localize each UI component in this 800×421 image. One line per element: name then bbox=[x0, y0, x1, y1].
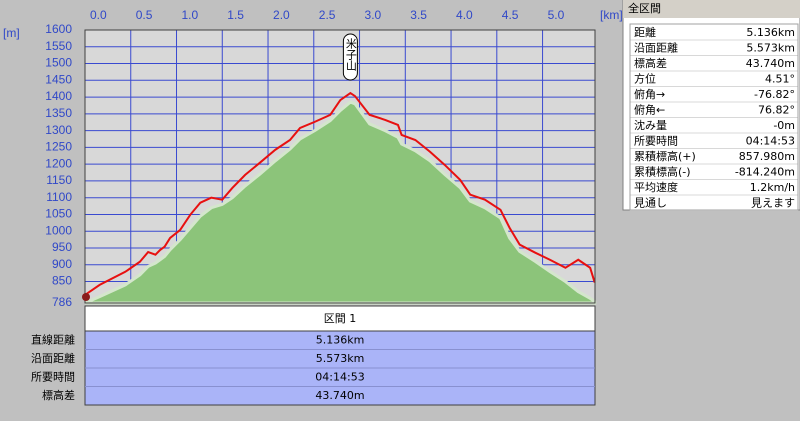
section-label: 直線距離 bbox=[31, 333, 75, 347]
y-tick-label: 1300 bbox=[45, 123, 72, 137]
annotation: 米子山 bbox=[344, 38, 357, 71]
y-tick-label: 786 bbox=[52, 295, 72, 309]
summary-header bbox=[623, 0, 800, 18]
y-tick-label: 1000 bbox=[45, 223, 72, 237]
y-tick-label: 900 bbox=[52, 257, 72, 271]
x-tick-label: 2.5 bbox=[319, 8, 336, 22]
y-tick-label: 1100 bbox=[46, 190, 72, 204]
section-value: 5.136km bbox=[316, 334, 365, 347]
x-tick-label: 1.0 bbox=[182, 8, 199, 22]
summary-value: 4.51° bbox=[765, 73, 795, 86]
summary-label: 累積標高(-) bbox=[634, 165, 691, 179]
y-tick-label: 1400 bbox=[45, 89, 72, 103]
summary-label: 標高差 bbox=[634, 56, 667, 70]
section-title: 区間 1 bbox=[324, 312, 357, 325]
x-tick-label: 0.0 bbox=[90, 8, 107, 22]
summary-value: 76.82° bbox=[758, 104, 795, 117]
y-tick-label: 1600 bbox=[45, 22, 72, 36]
summary-value: 1.2km/h bbox=[750, 181, 795, 194]
annotation-box bbox=[342, 33, 358, 81]
summary-label: 平均速度 bbox=[634, 180, 678, 194]
x-tick-label: 3.0 bbox=[365, 8, 382, 22]
summary-label: 距離 bbox=[634, 25, 656, 39]
section-label: 所要時間 bbox=[31, 371, 75, 384]
summary-label: 俯角← bbox=[634, 103, 665, 117]
y-tick-label: 1350 bbox=[45, 106, 72, 120]
summary-value: -76.82° bbox=[754, 88, 795, 101]
summary-value: 5.136km bbox=[746, 26, 795, 39]
summary-label: 沈み量 bbox=[634, 118, 667, 132]
summary-label: 見通し bbox=[634, 197, 667, 210]
section-table: 直線距離 5.136km 沿面距離 5.573km 所要時間 04:14:53 標高差 43.… bbox=[31, 333, 595, 402]
summary-label: 沿面距離 bbox=[634, 41, 678, 55]
section-header bbox=[84, 305, 596, 332]
y-tick-label: 1150 bbox=[46, 173, 72, 187]
plot-frame bbox=[84, 29, 596, 304]
summary-label: 累積標高(+) bbox=[634, 149, 696, 163]
summary-label: 俯角→ bbox=[634, 87, 665, 101]
summary-panel bbox=[622, 0, 800, 211]
summary-value: 5.573km bbox=[746, 42, 795, 55]
x-tick-label: 3.5 bbox=[410, 8, 427, 22]
section-label: 標高差 bbox=[42, 388, 75, 402]
y-unit: [m] bbox=[3, 26, 20, 40]
section-value: 04:14:53 bbox=[315, 371, 364, 384]
y-tick-label: 850 bbox=[52, 274, 72, 288]
y-tick-label: 950 bbox=[52, 240, 72, 254]
track-line bbox=[84, 91, 596, 296]
x-tick-label: 4.5 bbox=[502, 8, 519, 22]
y-tick-label: 1050 bbox=[45, 207, 72, 221]
x-tick-label: 5.0 bbox=[548, 8, 565, 22]
x-tick-label: 2.0 bbox=[273, 8, 290, 22]
y-tick-label: 1200 bbox=[45, 156, 72, 170]
summary-grid bbox=[629, 23, 799, 211]
summary-label: 方位 bbox=[634, 72, 656, 86]
y-tick-label: 1550 bbox=[45, 39, 72, 53]
summary-value: -0m bbox=[773, 119, 795, 132]
y-tick-label: 1250 bbox=[45, 140, 72, 154]
y-tick-label: 1500 bbox=[45, 56, 72, 70]
summary-label: 所要時間 bbox=[634, 135, 678, 148]
summary-value: 見えます bbox=[751, 197, 795, 210]
section-value: 43.740m bbox=[315, 389, 364, 402]
x-tick-label: 1.5 bbox=[227, 8, 244, 22]
x-unit: [km] bbox=[600, 8, 623, 22]
summary-table: 距離 5.136km 沿面距離 5.573km 標高差 43.740m 方位 4.51° 俯角→… bbox=[629, 23, 799, 211]
section-label: 沿面距離 bbox=[31, 351, 75, 365]
summary-title: 全区間 bbox=[628, 1, 661, 15]
x-tick-label: 0.5 bbox=[136, 8, 153, 22]
summary-value: 04:14:53 bbox=[746, 135, 795, 148]
terrain-area bbox=[84, 100, 597, 305]
summary-value: 43.740m bbox=[746, 57, 795, 70]
summary-value: 857.980m bbox=[739, 150, 795, 163]
x-tick-label: 4.0 bbox=[456, 8, 473, 22]
section-value: 5.573km bbox=[316, 352, 365, 365]
start-marker bbox=[82, 293, 90, 301]
y-tick-label: 1450 bbox=[45, 72, 72, 86]
summary-value: -814.240m bbox=[735, 166, 795, 179]
